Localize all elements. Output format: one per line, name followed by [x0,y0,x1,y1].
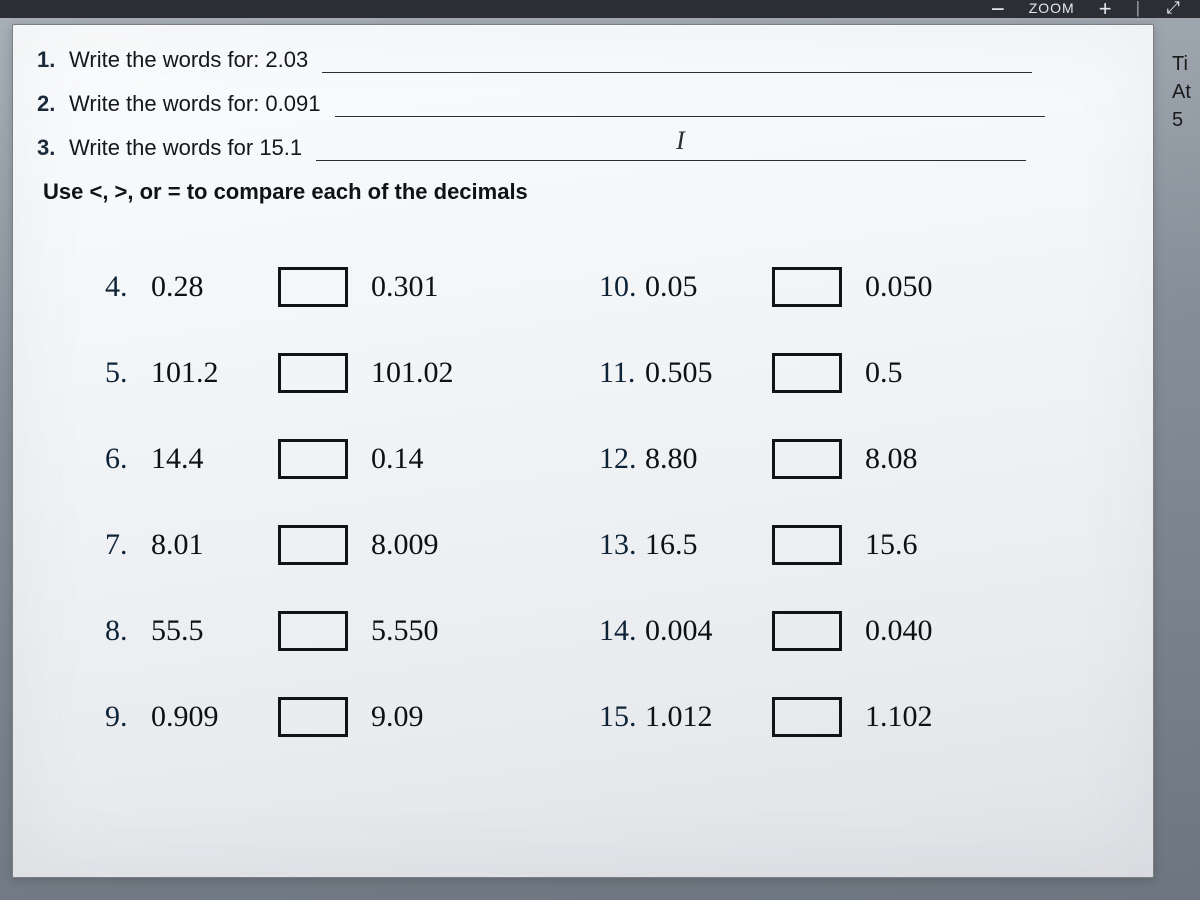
answer-line[interactable] [335,95,1045,117]
compare-left-value: 8.80 [639,442,759,476]
fragment-text: At [1172,78,1200,106]
answer-box[interactable] [772,525,842,565]
compare-item: 6. 14.4 0.14 [105,439,569,479]
viewer-topbar: − ZOOM + | ⤢ [0,0,1200,18]
compare-left-value: 0.909 [145,700,265,734]
answer-box[interactable] [278,439,348,479]
compare-right-value: 101.02 [361,356,501,390]
compare-right-value: 0.040 [855,614,995,648]
question-number: 10. [599,270,639,304]
compare-item: 11. 0.505 0.5 [599,353,1063,393]
compare-right-value: 15.6 [855,528,995,562]
compare-left-value: 0.05 [639,270,759,304]
answer-box[interactable] [278,525,348,565]
compare-right-value: 0.5 [855,356,995,390]
compare-item: 15. 1.012 1.102 [599,697,1063,737]
compare-right-value: 0.301 [361,270,501,304]
compare-right-value: 0.14 [361,442,501,476]
compare-item: 8. 55.5 5.550 [105,611,569,651]
compare-item: 7. 8.01 8.009 [105,525,569,565]
question-number: 9. [105,700,145,734]
answer-box[interactable] [772,611,842,651]
question-text: Write the words for: 2.03 [69,47,308,73]
compare-left-value: 0.505 [639,356,759,390]
write-words-row: 3. Write the words for 15.1 I [37,135,1123,161]
question-number: 7. [105,528,145,562]
text-cursor-icon: I [676,126,685,156]
compare-right-value: 0.050 [855,270,995,304]
compare-item: 9. 0.909 9.09 [105,697,569,737]
answer-box[interactable] [278,697,348,737]
compare-item: 5. 101.2 101.02 [105,353,569,393]
compare-right-value: 8.009 [361,528,501,562]
question-number: 13. [599,528,639,562]
compare-left-value: 101.2 [145,356,265,390]
compare-right-value: 5.550 [361,614,501,648]
write-words-row: 2. Write the words for: 0.091 [37,91,1123,117]
compare-item: 13. 16.5 15.6 [599,525,1063,565]
question-text: Write the words for: 0.091 [69,91,321,117]
question-number: 6. [105,442,145,476]
question-number: 15. [599,700,639,734]
question-number: 1. [37,47,61,73]
compare-left-value: 14.4 [145,442,265,476]
compare-right-value: 9.09 [361,700,501,734]
question-number: 3. [37,135,61,161]
answer-box[interactable] [278,267,348,307]
question-number: 5. [105,356,145,390]
zoom-in-button[interactable]: + [1099,0,1112,22]
question-number: 2. [37,91,61,117]
answer-box[interactable] [772,439,842,479]
worksheet-page: 1. Write the words for: 2.03 2. Write th… [12,24,1154,878]
clipped-sidebar-fragment: Ti At 5 [1172,26,1200,134]
compare-right-value: 1.102 [855,700,995,734]
write-words-row: 1. Write the words for: 2.03 [37,47,1123,73]
question-number: 4. [105,270,145,304]
compare-item: 10. 0.05 0.050 [599,267,1063,307]
compare-item: 4. 0.28 0.301 [105,267,569,307]
zoom-label: ZOOM [1029,0,1075,16]
fragment-text: Ti [1172,50,1200,78]
answer-box[interactable] [772,353,842,393]
compare-left-value: 55.5 [145,614,265,648]
answer-box[interactable] [772,697,842,737]
compare-left-value: 0.28 [145,270,265,304]
fragment-text: 5 [1172,106,1200,134]
zoom-out-button[interactable]: − [991,0,1005,24]
compare-item: 12. 8.80 8.08 [599,439,1063,479]
compare-left-value: 1.012 [639,700,759,734]
answer-box[interactable] [278,611,348,651]
section-instruction: Use <, >, or = to compare each of the de… [43,179,1123,205]
compare-left-value: 0.004 [639,614,759,648]
comparison-grid: 4. 0.28 0.301 10. 0.05 0.050 5. 101.2 10… [105,267,1063,737]
question-text: Write the words for 15.1 [69,135,302,161]
question-number: 12. [599,442,639,476]
compare-right-value: 8.08 [855,442,995,476]
answer-line[interactable]: I [316,139,1026,161]
compare-item: 14. 0.004 0.040 [599,611,1063,651]
toolbar-divider: | [1136,0,1140,18]
compare-left-value: 16.5 [639,528,759,562]
question-number: 14. [599,614,639,648]
expand-icon[interactable]: ⤢ [1164,0,1182,17]
compare-left-value: 8.01 [145,528,265,562]
answer-box[interactable] [772,267,842,307]
answer-line[interactable] [322,51,1032,73]
answer-box[interactable] [278,353,348,393]
question-number: 8. [105,614,145,648]
question-number: 11. [599,356,639,390]
